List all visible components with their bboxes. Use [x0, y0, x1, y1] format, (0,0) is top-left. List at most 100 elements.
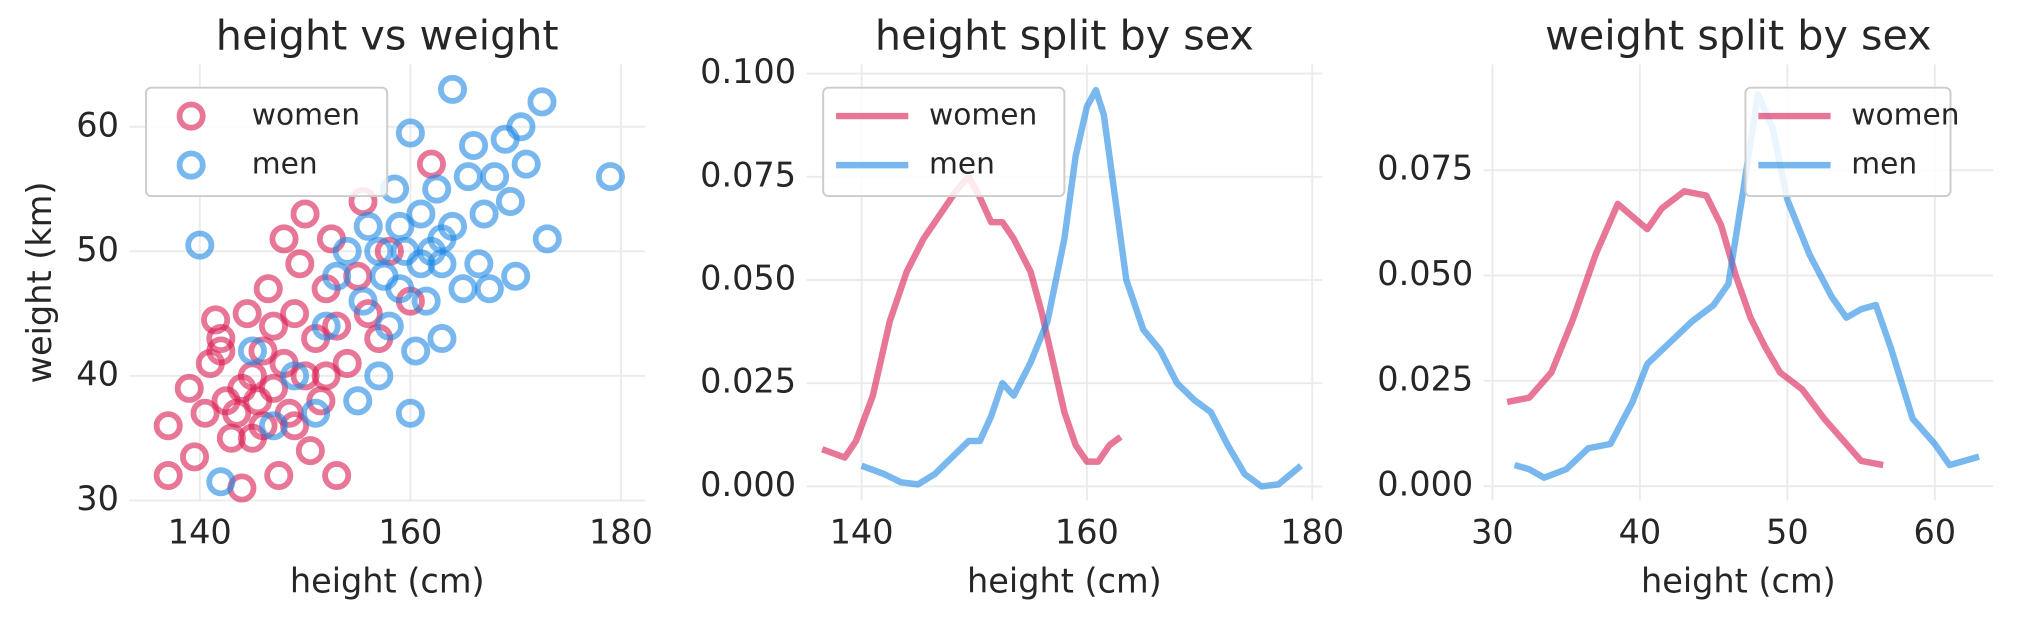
x-tick-label: 180 [589, 513, 653, 552]
x-axis-label: height (cm) [1641, 562, 1836, 601]
scatter-point [206, 324, 236, 354]
legend-label: women [929, 97, 1037, 132]
scatter-point [248, 336, 278, 366]
x-tick-label: 140 [830, 513, 894, 552]
scatter-point [416, 149, 446, 179]
scatter-point [437, 74, 468, 104]
scatter-point [301, 398, 331, 428]
line [860, 86, 1304, 490]
scatter-point [353, 211, 383, 241]
scatter-point [258, 411, 289, 441]
y-tick-label: 60 [76, 105, 119, 144]
chart-title: height split by sex [875, 12, 1254, 60]
legend-label: women [252, 97, 360, 132]
scatter-point [395, 398, 425, 428]
scatter-point [427, 324, 457, 354]
scatter-point [232, 299, 262, 329]
scatter-point [464, 249, 494, 279]
x-tick-label: 30 [1471, 513, 1514, 552]
scatter-point [258, 373, 289, 403]
scatter-point [311, 311, 341, 341]
scatter-point [332, 236, 362, 266]
y-tick-label: 0.025 [700, 362, 796, 401]
x-tick-label: 180 [1280, 513, 1344, 552]
x-tick-label: 140 [168, 513, 232, 552]
scatter-point [474, 274, 504, 304]
legend-marker [176, 101, 206, 131]
chart-title: weight split by sex [1545, 12, 1931, 60]
scatter-point [237, 336, 267, 366]
x-axis-label: height (cm) [967, 562, 1162, 601]
scatter-point [343, 386, 373, 416]
x-axis-label: height (cm) [290, 562, 485, 601]
x-tick-label: 160 [1055, 513, 1119, 552]
scatter-point [374, 311, 404, 341]
legend-marker [176, 150, 206, 180]
x-tick-label: 160 [378, 513, 442, 552]
scatter-point [348, 286, 378, 316]
scatter-point [480, 162, 510, 192]
subplot: 30 40 50 60 0.000 0.025 0.050 0.075 weight split… [1377, 12, 1994, 601]
y-axis-label: weight (km) [20, 182, 59, 384]
scatter-point [295, 436, 325, 466]
legend-label: men [929, 146, 995, 181]
scatter-point [206, 467, 236, 497]
scatter-point [253, 274, 283, 304]
scatter-point [280, 361, 310, 391]
scatter-point [290, 199, 320, 229]
scatter-point [153, 411, 183, 441]
scatter-point [190, 398, 220, 428]
legend-label: men [252, 146, 318, 181]
scatter-point [237, 423, 267, 453]
scatter-point [385, 274, 415, 304]
y-tick-label: 0.000 [700, 465, 796, 504]
scatter-point [406, 199, 436, 229]
scatter-point [501, 261, 531, 291]
scatter-point [469, 199, 499, 229]
x-tick-label: 50 [1766, 513, 1809, 552]
scatter-point [180, 442, 210, 472]
scatter-point [322, 311, 352, 341]
scatter-point [406, 249, 436, 279]
scatter-point [385, 211, 415, 241]
y-tick-label: 0.050 [700, 259, 796, 298]
y-tick-label: 30 [76, 479, 119, 518]
scatter-point [322, 261, 352, 291]
scatter-point [422, 174, 452, 204]
subplot: 140 160 180 30 40 50 60 height vs weight height … [20, 12, 653, 601]
scatter-point [264, 461, 294, 491]
scatter-point [280, 299, 310, 329]
line [821, 173, 1123, 465]
y-tick-label: 40 [76, 354, 119, 393]
scatter-point [364, 361, 394, 391]
scatter-point [258, 311, 289, 341]
y-tick-label: 0.050 [1377, 254, 1473, 293]
scatter-point [459, 130, 489, 160]
scatter-point [153, 461, 183, 491]
y-tick-label: 0.025 [1377, 359, 1473, 398]
scatter-point [427, 224, 457, 254]
y-tick-label: 0.000 [1377, 465, 1473, 504]
x-tick-label: 40 [1619, 513, 1662, 552]
subplot: 140 160 180 0.000 0.025 0.050 0.075 0.100 height… [700, 12, 1344, 601]
line [1506, 188, 1884, 469]
scatter-point [206, 336, 236, 366]
scatter-point [495, 187, 525, 217]
x-tick-label: 60 [1914, 513, 1957, 552]
scatter-point [185, 230, 215, 260]
scatter-point [401, 336, 431, 366]
scatter-point [453, 162, 483, 192]
scatter-point [448, 274, 478, 304]
y-tick-label: 50 [76, 230, 119, 269]
scatter-point [322, 461, 352, 491]
scatter-point [532, 224, 562, 254]
legend-box [145, 86, 389, 198]
scatter-point [285, 249, 315, 279]
scatter-point [269, 224, 299, 254]
legend-label: women [1851, 97, 1959, 132]
scatter-point [506, 112, 536, 142]
scatter-point [411, 286, 441, 316]
y-tick-label: 0.075 [700, 155, 796, 194]
scatter-point [595, 162, 625, 192]
